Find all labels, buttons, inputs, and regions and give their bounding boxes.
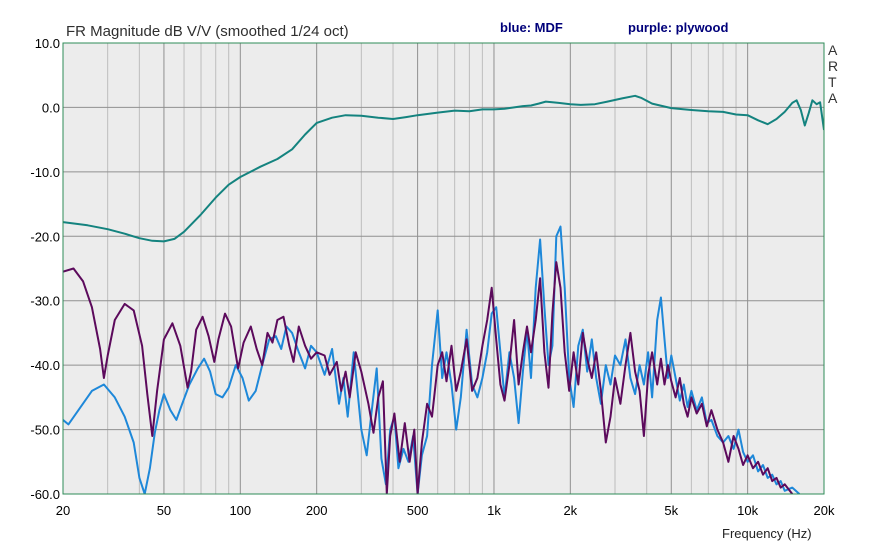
y-tick-label: -40.0 xyxy=(30,358,60,373)
x-tick-label: 50 xyxy=(157,503,171,518)
x-tick-label: 200 xyxy=(306,503,328,518)
y-tick-label: -50.0 xyxy=(30,423,60,438)
chart-title: FR Magnitude dB V/V (smoothed 1/24 oct) xyxy=(66,23,349,40)
x-tick-label: 20k xyxy=(814,503,835,518)
series-line-reference xyxy=(63,94,824,243)
arta-letter-r: R xyxy=(828,58,838,74)
arta-letter-a1: A xyxy=(828,42,838,58)
x-tick-label: 5k xyxy=(664,503,678,518)
x-tick-label: 2k xyxy=(563,503,577,518)
series-layer xyxy=(63,94,824,494)
x-tick-label: 500 xyxy=(407,503,429,518)
x-tick-label: 20 xyxy=(56,503,70,518)
y-tick-label: -20.0 xyxy=(30,229,60,244)
y-tick-label: -30.0 xyxy=(30,294,60,309)
y-tick-label: 10.0 xyxy=(35,36,60,51)
x-tick-label: 100 xyxy=(229,503,251,518)
y-tick-label: -10.0 xyxy=(30,165,60,180)
x-tick-label: 10k xyxy=(737,503,758,518)
plot-background xyxy=(63,43,824,494)
x-tick-labels: 20 50 100 200 500 1k 2k 5k 10k 20k xyxy=(56,503,835,518)
y-tick-label: -60.0 xyxy=(30,487,60,502)
y-tick-label: 0.0 xyxy=(42,100,60,115)
series-line-mdf xyxy=(63,225,801,494)
legend-blue: blue: MDF xyxy=(500,20,563,35)
arta-brand: A R T A xyxy=(828,42,838,106)
arta-letter-t: T xyxy=(828,74,837,90)
x-axis-label: Frequency (Hz) xyxy=(722,526,812,541)
arta-letter-a2: A xyxy=(828,90,838,106)
y-tick-labels: 10.0 0.0 -10.0 -20.0 -30.0 -40.0 -50.0 -60.0 xyxy=(30,36,60,502)
legend-purple: purple: plywood xyxy=(628,20,728,35)
series-line-plywood xyxy=(63,261,794,494)
x-tick-label: 1k xyxy=(487,503,501,518)
plot-frame xyxy=(62,42,825,495)
